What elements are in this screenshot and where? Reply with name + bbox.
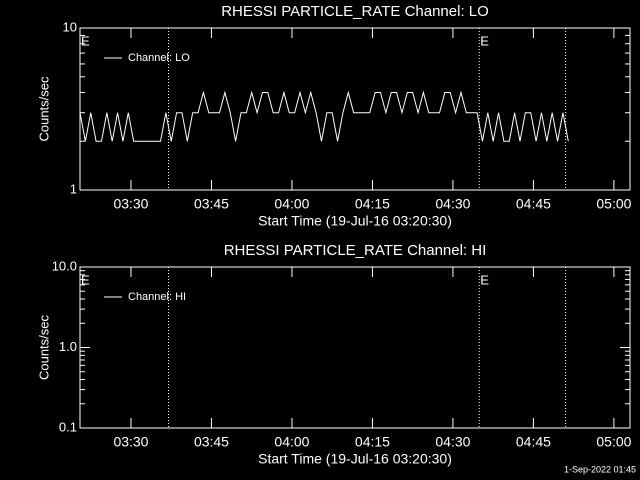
y-tick-label: 1 [70, 181, 77, 196]
legend-label: Channel: LO [128, 52, 190, 64]
x-tick-label: 04:45 [516, 196, 551, 212]
x-tick-label: 04:00 [274, 434, 309, 450]
x-tick-label: 03:30 [113, 196, 148, 212]
x-tick-label: 03:45 [194, 196, 229, 212]
x-axis-label: Start Time (19-Jul-16 03:20:30) [258, 451, 452, 467]
x-tick-label: 04:15 [355, 196, 390, 212]
legend-label: Channel: HI [128, 291, 186, 303]
x-tick-label: 03:45 [194, 434, 229, 450]
x-tick-label: 04:00 [274, 196, 309, 212]
x-tick-label: 03:30 [113, 434, 148, 450]
x-tick-label: 04:30 [435, 196, 470, 212]
y-tick-label: 1.0 [59, 339, 77, 354]
x-tick-label: 05:00 [596, 434, 631, 450]
chart-title: RHESSI PARTICLE_RATE Channel: HI [224, 242, 487, 259]
x-axis-label: Start Time (19-Jul-16 03:20:30) [258, 213, 452, 229]
event-label: E [480, 33, 489, 48]
event-label: E [81, 33, 90, 48]
chart-title: RHESSI PARTICLE_RATE Channel: LO [221, 3, 489, 20]
y-tick-label: 10 [63, 19, 77, 34]
x-tick-label: 04:30 [435, 434, 470, 450]
footer-date: 1-Sep-2022 01:45 [564, 464, 636, 474]
x-tick-label: 04:15 [355, 434, 390, 450]
y-axis-label: Counts/sec [36, 314, 51, 380]
y-axis-label: Counts/sec [36, 76, 51, 142]
y-tick-label: 10.0 [52, 258, 77, 273]
y-tick-label: 0.1 [59, 419, 77, 434]
event-label: E [480, 272, 489, 287]
event-label: E [81, 272, 90, 287]
x-tick-label: 04:45 [516, 434, 551, 450]
x-tick-label: 05:00 [596, 196, 631, 212]
data-line [79, 90, 569, 142]
axes-box [79, 27, 631, 191]
